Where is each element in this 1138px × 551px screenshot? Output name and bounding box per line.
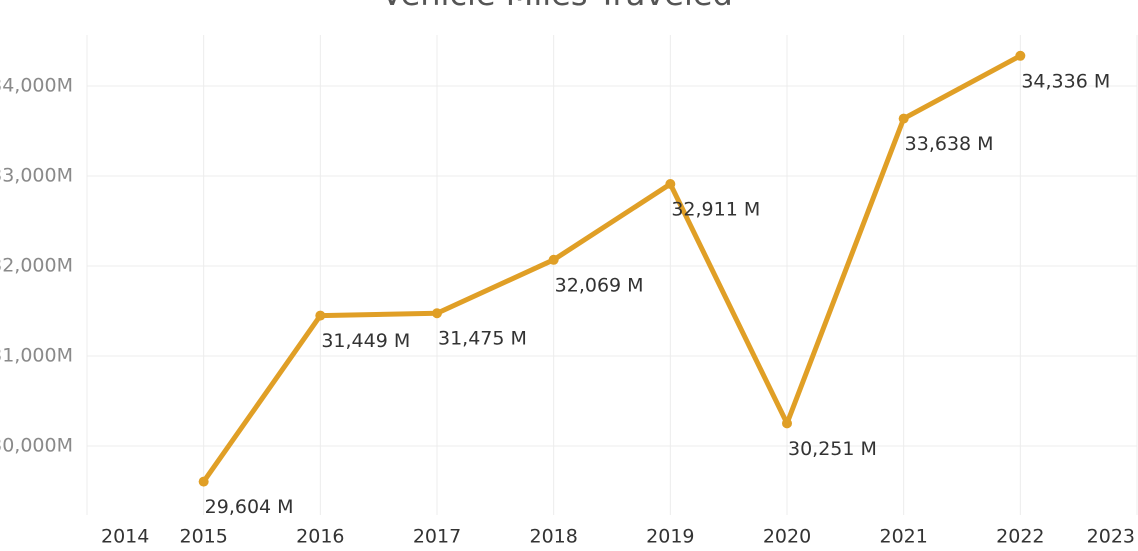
point [1015,50,1026,61]
data-label: 33,638 M [905,133,994,155]
x-tick-label: 2021 [879,526,927,548]
chart-title: Vehicle Miles Traveled [381,0,733,13]
data-label: 31,475 M [438,328,527,350]
x-tick-label: 2016 [296,526,344,548]
x-tick-label: 2019 [646,526,694,548]
point [898,113,909,124]
line [201,53,1023,485]
x-tick-label: 2017 [413,526,461,548]
data-label: 34,336 M [1021,70,1110,92]
data-label: 31,449 M [321,330,410,352]
x-tick-label: 2020 [763,526,811,548]
x-tick-label: 2014 [101,526,149,548]
point [315,310,326,321]
point [548,254,559,265]
x-tick-label: 2018 [529,526,577,548]
x-tick-label: 2022 [996,526,1044,548]
data-label: 32,911 M [671,199,760,221]
point [665,179,676,190]
y-tick-label: 30,000M [0,434,73,456]
data-label: 29,604 M [205,496,294,518]
y-tick-label: 32,000M [0,255,73,277]
x-tick-label: 2023 [1087,526,1135,548]
data-label: 32,069 M [555,274,644,296]
data-label: 30,251 M [788,438,877,460]
y-tick-label: 34,000M [0,75,73,97]
point [198,476,209,487]
point [782,418,792,429]
y-tick-label: 31,000M [0,344,73,366]
x-tick-label: 2015 [179,526,227,548]
point [432,308,442,319]
y-tick-label: 33,000M [0,165,73,187]
